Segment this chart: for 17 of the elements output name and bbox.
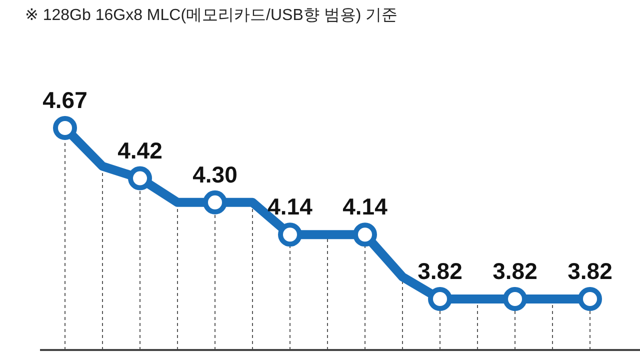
point (353, 222, 377, 247)
point (203, 190, 227, 214)
data-label: 4.42 (118, 137, 162, 164)
point (53, 116, 77, 140)
data-label: 4.14 (342, 194, 388, 220)
data-label: 4.14 (268, 194, 313, 220)
data-label: 3.82 (492, 258, 538, 284)
data-label: 4.30 (192, 161, 238, 188)
data-label: 4.67 (42, 87, 88, 113)
data-label: 3.82 (418, 258, 462, 284)
point (503, 287, 527, 311)
point (578, 287, 602, 311)
point (278, 222, 302, 247)
data-label: 3.82 (568, 258, 612, 284)
point (428, 287, 452, 311)
text: ※ 128Gb 16Gx8 MLC(메모리카드/USB향 범용) 기준 (25, 7, 398, 24)
point (128, 166, 152, 190)
